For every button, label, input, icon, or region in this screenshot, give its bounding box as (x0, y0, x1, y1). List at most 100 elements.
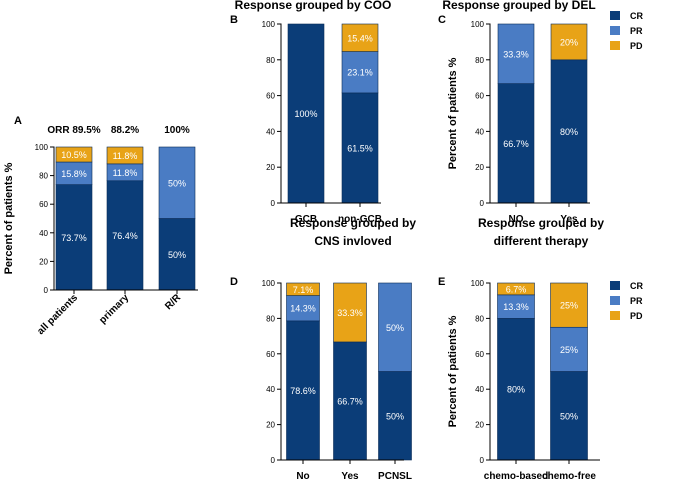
panel-a-data-label-cr-1: 76.4% (112, 231, 138, 241)
panel-e-title-line-2: different therapy (494, 234, 589, 248)
panel-b-y-tick-label-4: 80 (266, 56, 275, 65)
panel-b-title: Response grouped by COO (235, 0, 392, 12)
panel-c-legend-label-pr: PR (630, 26, 643, 36)
panel-a-data-label-pr-1: 11.8% (113, 168, 138, 178)
panel-b-data-label-pd-1: 15.4% (347, 33, 373, 43)
panel-b-y-tick-label-2: 40 (266, 127, 275, 136)
panel-d-y-tick-label-2: 40 (266, 385, 275, 394)
panel-b-x-tick-label-0: GCB (295, 214, 317, 225)
panel-e-data-label-pd-1: 25% (560, 301, 578, 311)
panel-e-data-label-pr-0: 13.3% (503, 302, 529, 312)
panel-d-title-line-1: Response grouped by (290, 216, 416, 230)
panel-c-legend-label-pd: PD (630, 41, 643, 51)
panel-d-y-tick-label-3: 60 (266, 350, 275, 359)
panel-d-bar-pd-0 (286, 282, 320, 296)
panel-e-bar-pd-0 (497, 282, 535, 296)
panel-e-data-label-cr-0: 80% (507, 385, 525, 395)
panel-a-data-label-pr-0: 15.8% (61, 169, 87, 179)
panel-e-letter: E (438, 276, 445, 288)
panel-e-y-tick-label-4: 80 (475, 314, 484, 323)
panel-c-bar-cr-1 (550, 59, 588, 204)
panel-c-y-axis-label: Percent of patients % (447, 57, 459, 169)
panel-a-y-tick-label-0: 0 (44, 286, 49, 295)
panel-d-y-tick-label-0: 0 (271, 456, 276, 465)
panel-c-y-tick-label-4: 80 (475, 56, 484, 65)
panel-a-bar-cr-1 (106, 180, 144, 291)
panel-a-data-label-cr-0: 73.7% (61, 233, 87, 243)
panel-c-legend-swatch-pr (610, 26, 620, 35)
panel-e-data-label-pd-0: 6.7% (506, 284, 527, 294)
panel-e-legend-label-cr: CR (630, 281, 643, 291)
panel-d-y-tick-label-4: 80 (266, 314, 275, 323)
panel-d-bar-cr-0 (286, 320, 320, 461)
panel-c-data-label-pd-1: 20% (560, 37, 578, 47)
panel-e-x-tick-label-1: chemo-free (542, 471, 596, 482)
panel-e-y-tick-label-2: 40 (475, 385, 484, 394)
panel-d-data-label-pr-2: 50% (386, 323, 404, 333)
panel-d-data-label-cr-0: 78.6% (290, 386, 316, 396)
panel-b-y-tick-label-1: 20 (266, 163, 275, 172)
panel-b-bar-pd-1 (341, 23, 379, 52)
panel-c-bar-cr-0 (497, 83, 535, 204)
panel-d-y-tick-label-5: 100 (262, 279, 276, 288)
panel-a-x-tick-label-1: primary (97, 292, 131, 326)
panel-c-bar-pd-1 (550, 23, 588, 61)
panel-a-data-label-cr-2: 50% (168, 250, 186, 260)
panel-d-title-line-2: CNS invloved (314, 234, 391, 248)
panel-b-data-label-cr-0: 100% (294, 109, 317, 119)
panel-e-data-label-cr-1: 50% (560, 411, 578, 421)
panel-a-data-label-pd-0: 10.5% (61, 150, 87, 160)
panel-e-data-label-pr-1: 25% (560, 345, 578, 355)
panel-a-y-axis-label: Percent of patients % (3, 162, 15, 274)
panel-a-data-label-pr-2: 50% (168, 178, 186, 188)
panel-c-legend-swatch-cr (610, 11, 620, 20)
panel-d-bar-pr-2 (378, 282, 412, 372)
panel-b-letter: B (230, 14, 238, 26)
panel-d-data-label-pd-1: 33.3% (337, 308, 363, 318)
panel-c-y-tick-label-1: 20 (475, 163, 484, 172)
panel-d-bar-cr-1 (333, 341, 367, 461)
panel-a-bar-pd-0 (55, 146, 93, 163)
panel-c-bar-pr-0 (497, 23, 535, 84)
panel-c-data-label-pr-0: 33.3% (503, 49, 529, 59)
panel-a-x-tick-label-0: all patients (35, 292, 80, 337)
panel-c-legend-label-cr: CR (630, 11, 643, 21)
panel-e-legend-swatch-cr (610, 281, 620, 290)
panel-a-y-tick-label-1: 20 (39, 257, 48, 266)
panel-a-y-tick-label-2: 40 (39, 229, 48, 238)
panel-c-legend-swatch-pd (610, 41, 620, 50)
panel-a-bar-cr-2 (158, 218, 196, 291)
panel-d-data-label-cr-1: 66.7% (337, 396, 363, 406)
panel-c-y-tick-label-2: 40 (475, 127, 484, 136)
panel-c-y-tick-label-3: 60 (475, 92, 484, 101)
panel-d-data-label-pr-0: 14.3% (290, 304, 316, 314)
panel-b-data-label-pr-1: 23.1% (347, 68, 373, 78)
panel-b-y-tick-label-3: 60 (266, 92, 275, 101)
panel-c-letter: C (438, 14, 446, 26)
panel-a-y-tick-label-4: 80 (39, 172, 48, 181)
panel-b-bar-cr-1 (341, 92, 379, 204)
panel-c-data-label-cr-0: 66.7% (503, 139, 529, 149)
panel-a-bar-cr-0 (55, 184, 93, 291)
panel-d-bar-pd-1 (333, 282, 367, 343)
panel-b-data-label-cr-1: 61.5% (347, 143, 373, 153)
panel-a-y-tick-label-5: 100 (35, 143, 49, 152)
panel-b-y-tick-label-0: 0 (271, 199, 276, 208)
panel-d-data-label-pd-0: 7.1% (293, 285, 314, 295)
panel-a-bar-pr-2 (158, 146, 196, 219)
panel-a-top-label-1: 88.2% (111, 125, 139, 136)
panel-b-x-tick-label-1: non-GCB (338, 214, 382, 225)
panel-a-top-label-2: 100% (164, 125, 190, 136)
panel-e-y-axis-label: Percent of patients % (447, 315, 459, 427)
panel-d-letter: D (230, 276, 238, 288)
panel-e-legend-label-pr: PR (630, 296, 643, 306)
panel-b-y-tick-label-5: 100 (262, 20, 276, 29)
panel-a-bar-pd-1 (106, 146, 144, 165)
panel-d-x-tick-label-2: PCNSL (378, 471, 412, 482)
panel-a-data-label-pd-1: 11.8% (113, 151, 138, 161)
panel-d-data-label-cr-2: 50% (386, 411, 404, 421)
panel-b-bar-pr-1 (341, 51, 379, 94)
panel-c-y-tick-label-5: 100 (471, 20, 485, 29)
